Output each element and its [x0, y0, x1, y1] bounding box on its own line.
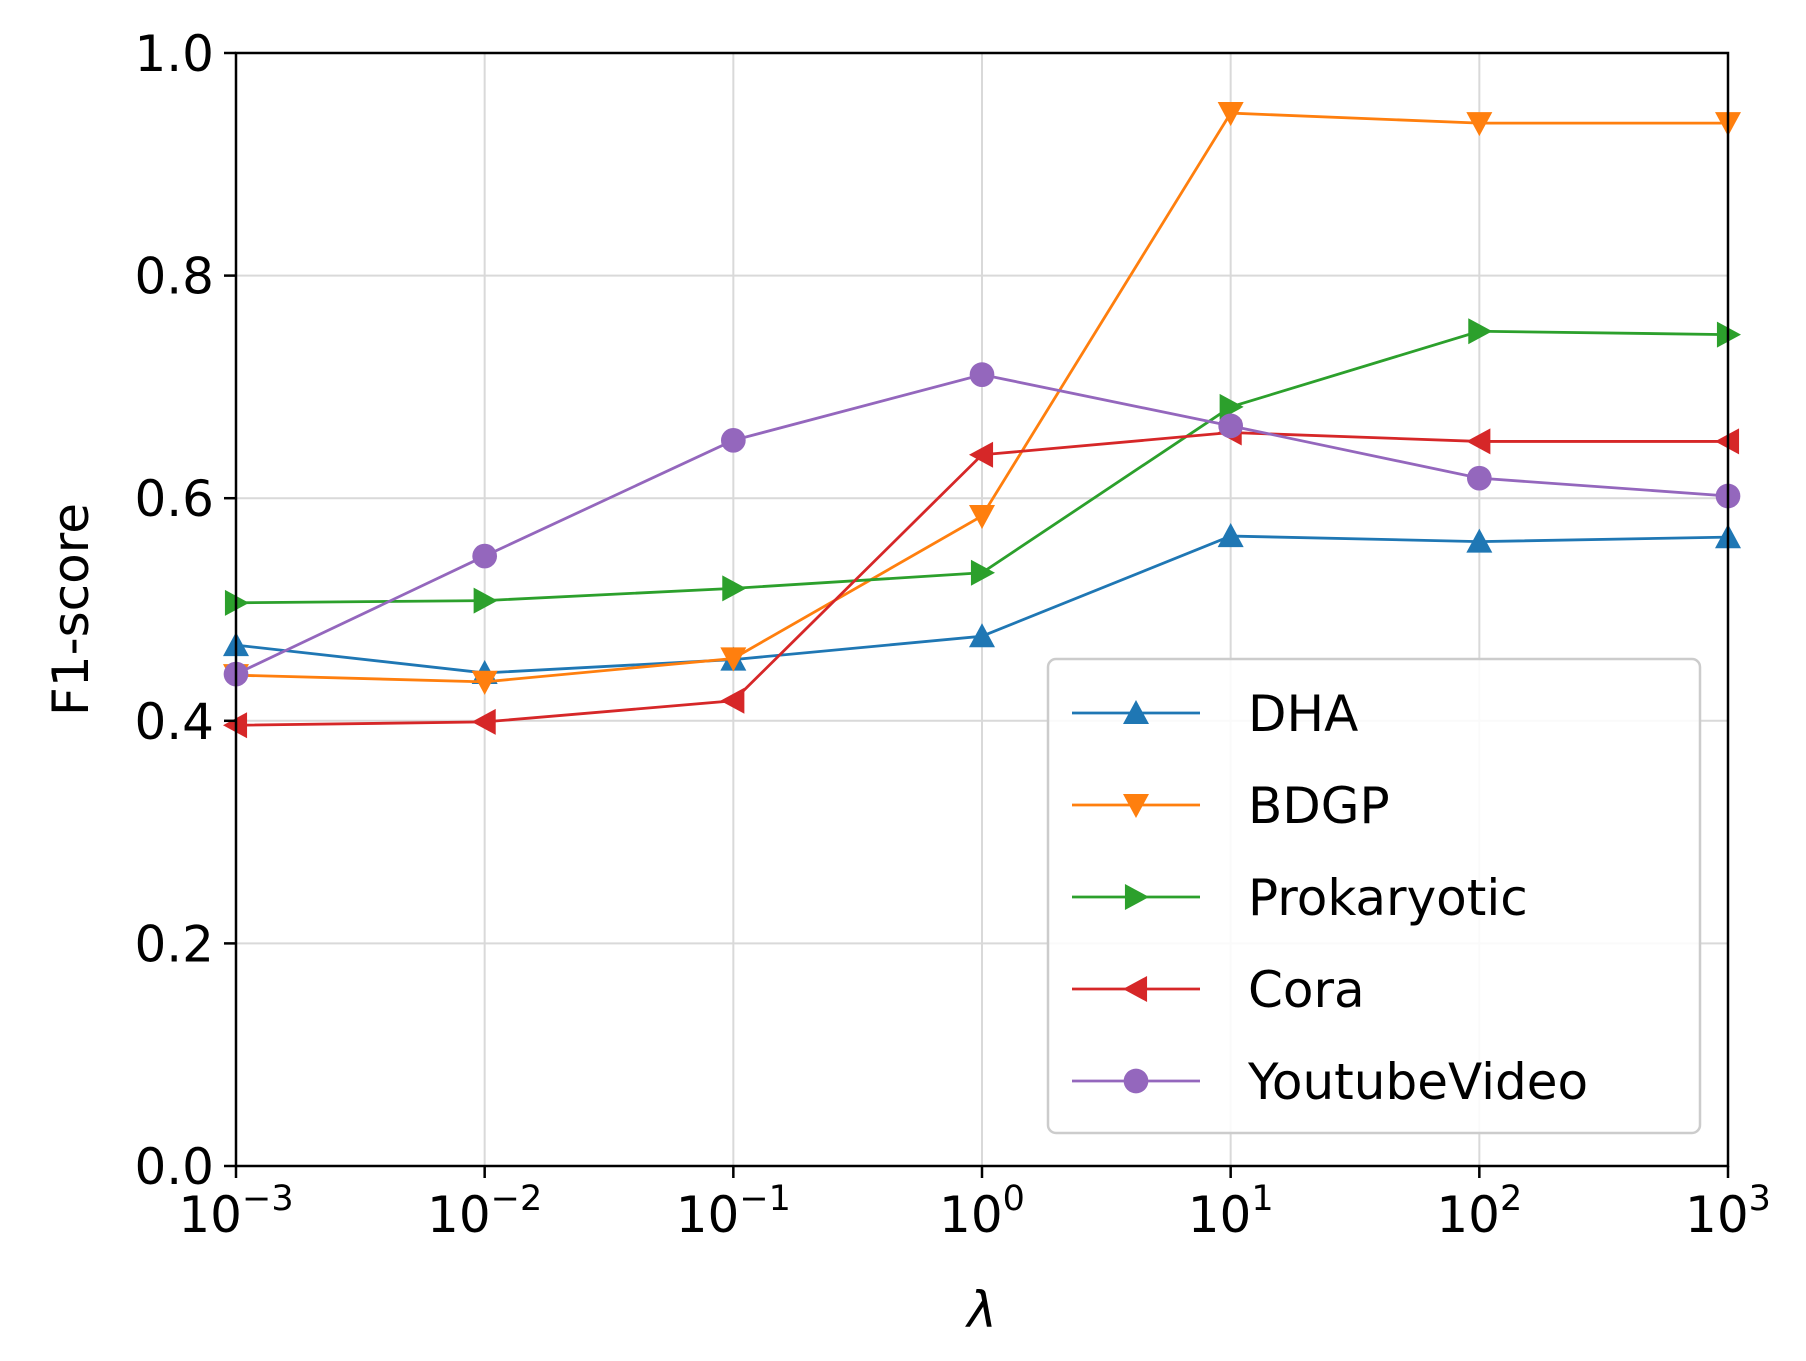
x-tick-label: 100: [939, 1179, 1025, 1244]
data-point-youtubevideo: [472, 543, 498, 569]
x-tick-exponent: −1: [739, 1179, 791, 1219]
legend-label: DHA: [1248, 685, 1358, 743]
legend-marker-prokaryotic: [1124, 884, 1149, 910]
legend-box: [1046, 657, 1702, 1135]
data-point-cora: [720, 687, 745, 714]
y-tick-label: 0.8: [134, 248, 214, 306]
x-tick-label: 10−2: [427, 1179, 542, 1244]
data-point-youtubevideo: [1466, 465, 1492, 491]
legend-marker-bdgp: [1123, 793, 1149, 818]
y-tick-label: 0.4: [134, 693, 214, 751]
y-axis-label: F1-score: [42, 503, 100, 716]
x-tick-base: 10: [1188, 1186, 1252, 1244]
data-point-youtubevideo: [720, 427, 746, 453]
data-point-prokaryotic: [722, 575, 747, 602]
legend-label: YoutubeVideo: [1247, 1053, 1588, 1111]
data-point-cora: [471, 708, 496, 735]
series-cora: [223, 419, 1740, 739]
x-tick-label: 10−3: [178, 1179, 293, 1244]
data-point-youtubevideo: [969, 362, 995, 388]
x-tick-base: 10: [939, 1186, 1003, 1244]
x-tick-base: 10: [1436, 1186, 1500, 1244]
x-tick-label: 102: [1436, 1179, 1522, 1244]
data-point-bdgp: [1466, 112, 1493, 137]
data-point-bdgp: [720, 647, 747, 672]
x-tick-exponent: −3: [242, 1179, 294, 1219]
data-point-dha: [1466, 528, 1493, 553]
legend-label: Prokaryotic: [1248, 869, 1528, 927]
data-point-prokaryotic: [970, 559, 995, 586]
y-tick-label: 0.6: [134, 470, 214, 528]
x-tick-base: 10: [676, 1186, 740, 1244]
legend-marker-dha: [1123, 700, 1149, 725]
legend-item-bdgp: BDGP: [1072, 777, 1390, 835]
axis-ticks: 10−3 10−2 10−1 100 101 102 1030.00.20.40.60.81…: [134, 25, 1770, 1244]
x-tick-exponent: 3: [1749, 1179, 1771, 1219]
data-point-prokaryotic: [473, 587, 498, 614]
data-point-youtubevideo: [1218, 413, 1244, 439]
data-point-prokaryotic: [1468, 318, 1493, 345]
legend-marker-cora: [1123, 976, 1148, 1002]
data-point-cora: [1466, 428, 1491, 455]
data-point-dha: [969, 623, 995, 648]
legend-item-cora: Cora: [1072, 961, 1365, 1019]
legend-label: BDGP: [1248, 777, 1390, 835]
legend-item-youtubevideo: YoutubeVideo: [1072, 1053, 1588, 1111]
x-tick-exponent: −2: [491, 1179, 543, 1219]
data-point-dha: [1217, 523, 1244, 548]
x-tick-exponent: 0: [1003, 1179, 1025, 1219]
series-layer: [223, 102, 1741, 739]
x-tick-label: 101: [1188, 1179, 1274, 1244]
y-tick-label: 0.0: [134, 1138, 214, 1196]
data-point-prokaryotic: [1219, 393, 1244, 420]
x-tick-label: 103: [1685, 1179, 1771, 1244]
data-point-bdgp: [1217, 102, 1244, 127]
data-point-bdgp: [471, 670, 498, 695]
x-tick-base: 10: [1685, 1186, 1749, 1244]
x-tick-base: 10: [178, 1186, 242, 1244]
x-tick-exponent: 2: [1500, 1179, 1522, 1219]
data-point-bdgp: [969, 504, 995, 530]
x-axis-label: λ: [964, 1281, 997, 1339]
y-tick-label: 1.0: [134, 25, 214, 83]
legend-item-prokaryotic: Prokaryotic: [1072, 869, 1528, 927]
legend-item-dha: DHA: [1072, 685, 1358, 743]
x-tick-exponent: 1: [1251, 1179, 1273, 1219]
legend: DHA BDGP Prokaryotic Cora YoutubeVideo: [1046, 657, 1702, 1135]
x-tick-base: 10: [427, 1186, 491, 1244]
legend-label: Cora: [1248, 961, 1365, 1019]
y-tick-label: 0.2: [134, 915, 214, 973]
x-tick-label: 10−1: [676, 1179, 791, 1244]
data-point-cora: [969, 441, 994, 468]
legend-marker-youtubevideo: [1123, 1068, 1149, 1094]
